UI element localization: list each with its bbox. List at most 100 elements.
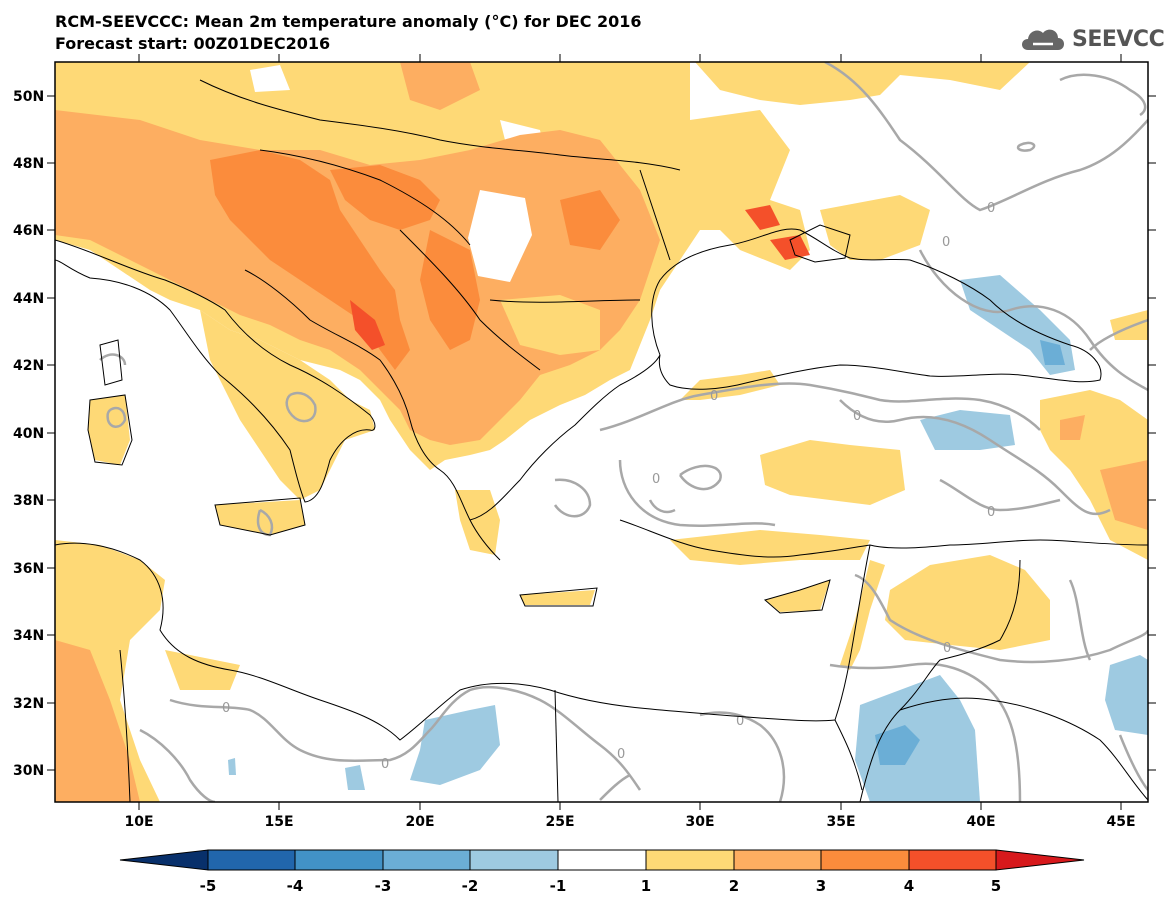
contour-labels: 0 0 0 0 0 0 0 0 0 0 0: [222, 201, 995, 772]
colorbar-swatch: [557, 849, 647, 871]
colorbar-tick: 3: [816, 877, 826, 895]
zero-contour-line: [599, 382, 1041, 432]
contour-label: 0: [710, 389, 718, 404]
zero-contour-line: [839, 399, 1111, 516]
anomaly-area-1-2: [670, 530, 870, 565]
lat-label: 50N: [13, 89, 44, 105]
zero-contour-line: [854, 573, 1148, 664]
zero-contour-line: [1016, 141, 1036, 152]
contour-label: 0: [381, 757, 389, 772]
zero-contour-line: [139, 728, 216, 802]
anomaly-area-1-2: [695, 62, 1030, 105]
border: [899, 697, 1148, 801]
coastline: [55, 542, 836, 741]
border: [119, 649, 131, 802]
colorbar-swatch: [820, 849, 910, 871]
anomaly-area-2-3: [1100, 460, 1148, 530]
colorbar-swatch: [908, 849, 997, 871]
anomaly-area-m1-m2: [410, 705, 500, 785]
zero-contour-line: [1089, 318, 1148, 351]
anomaly-area-m1-m2: [228, 758, 236, 775]
zero-contour-line: [285, 391, 317, 423]
border: [834, 719, 863, 791]
anomaly-area-1-2: [820, 195, 930, 260]
lon-label: 15E: [264, 814, 293, 830]
anomaly-area-1-2: [680, 370, 780, 400]
colorbar-tick: -2: [462, 877, 479, 895]
zero-contour-line: [599, 773, 631, 801]
coastline: [55, 239, 376, 503]
coastline: [244, 269, 501, 561]
colorbar-tick: 2: [729, 877, 739, 895]
zero-contour-line: [648, 499, 676, 514]
lat-label: 32N: [13, 696, 44, 712]
forecast-start-label: Forecast start: 00Z01DEC2016: [55, 34, 331, 53]
colorbar: [119, 849, 1085, 871]
colorbar-tick: 4: [904, 877, 914, 895]
map-frame: [54, 61, 1149, 803]
zero-contour-line: [99, 353, 127, 366]
anomaly-area-1-2: [455, 490, 500, 555]
lon-label: 35E: [826, 814, 855, 830]
anomaly-area-4-5: [770, 235, 810, 260]
colorbar-labels: -5 -4 -3 -2 -1 1 2 3 4 5: [200, 877, 1002, 895]
anomaly-area-m1-m2: [345, 765, 365, 790]
lon-label: 30E: [685, 814, 714, 830]
longitude-labels: 10E 15E 20E 25E 30E 35E 40E 45E: [124, 814, 1135, 830]
colorbar-swatch: [119, 849, 209, 871]
contour-label: 0: [853, 409, 861, 424]
zero-contour-line: [939, 478, 1061, 512]
lat-label: 38N: [13, 493, 44, 509]
anomaly-shading: [55, 62, 1148, 802]
coastline: [469, 354, 661, 521]
lat-label: 34N: [13, 628, 44, 644]
lat-label: 36N: [13, 561, 44, 577]
zero-contour-line: [618, 459, 776, 527]
contour-label: 0: [942, 235, 950, 250]
coastlines-and-borders: [55, 79, 1148, 802]
lat-label: 48N: [13, 156, 44, 172]
anomaly-area-1-2: [765, 580, 830, 612]
colorbar-tick: -1: [550, 877, 567, 895]
anomaly-area-3-4: [330, 165, 440, 230]
latitude-labels: 50N 48N 46N 44N 42N 40N 38N 36N 34N 32N …: [13, 89, 44, 779]
anomaly-area-1-2: [840, 560, 885, 670]
colorbar-swatch: [645, 849, 735, 871]
zero-contour-line: [829, 662, 1022, 802]
border: [259, 149, 471, 246]
anomaly-area-2-3: [1060, 415, 1085, 440]
anomaly-area-4-5: [350, 300, 385, 350]
logo-text: SEEVCCC: [1072, 26, 1165, 52]
lat-label: 42N: [13, 358, 44, 374]
seevccc-logo: SEEVCCC: [1018, 22, 1165, 56]
anomaly-area-1-2: [165, 650, 240, 690]
lon-label: 10E: [124, 814, 153, 830]
anomaly-area-m2-m3: [875, 725, 920, 765]
zero-contour-line: [678, 464, 722, 491]
colorbar-swatch: [294, 849, 384, 871]
contour-label: 0: [617, 747, 625, 762]
zero-contour-line: [918, 249, 1148, 392]
lat-label: 30N: [13, 763, 44, 779]
colorbar-tick: -5: [200, 877, 217, 895]
zero-contour-line: [1068, 579, 1092, 661]
contour-label: 0: [987, 201, 995, 216]
colorbar-swatch: [469, 849, 559, 871]
coastline: [651, 228, 1102, 390]
zero-contours: [99, 62, 1148, 802]
coastline: [519, 587, 598, 607]
contour-label: 0: [652, 472, 660, 487]
anomaly-area-1-2: [88, 395, 130, 465]
zero-contour-line: [169, 686, 642, 791]
border: [869, 539, 1148, 549]
coastline: [834, 544, 871, 721]
lon-label: 25E: [545, 814, 574, 830]
anomaly-area-4-5: [745, 205, 780, 230]
zero-contour-line: [1059, 73, 1147, 117]
colorbar-swatch: [733, 849, 822, 871]
anomaly-area-2-3: [400, 62, 480, 110]
colorbar-tick: 1: [641, 877, 651, 895]
coastline: [763, 579, 831, 614]
anomaly-area-m1-m2: [1105, 655, 1148, 735]
